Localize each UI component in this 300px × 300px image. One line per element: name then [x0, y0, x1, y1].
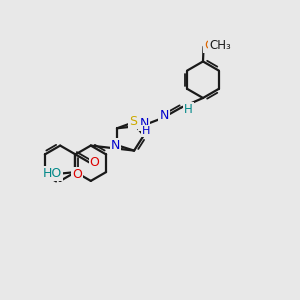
Text: HO: HO	[42, 167, 62, 180]
Text: O: O	[72, 168, 82, 181]
Text: N: N	[159, 109, 169, 122]
Text: CH₃: CH₃	[209, 39, 231, 52]
Text: O: O	[204, 39, 214, 52]
Text: N: N	[140, 117, 149, 130]
Text: H: H	[142, 126, 150, 136]
Text: H: H	[184, 103, 193, 116]
Text: S: S	[130, 115, 137, 128]
Text: O: O	[90, 156, 100, 169]
Text: N: N	[111, 139, 120, 152]
